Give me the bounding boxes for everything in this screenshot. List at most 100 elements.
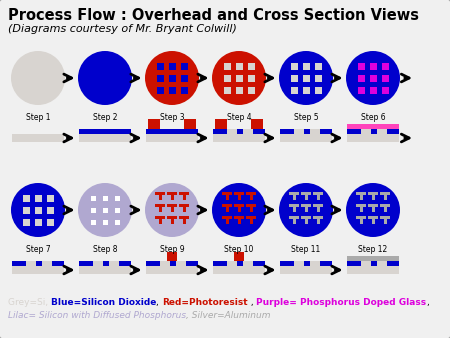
Bar — [305, 205, 307, 212]
Bar — [380, 204, 390, 207]
Bar — [90, 219, 95, 224]
Bar — [315, 74, 321, 81]
Bar — [114, 195, 120, 200]
Bar — [227, 129, 237, 134]
Bar — [168, 87, 176, 94]
Bar — [249, 217, 252, 224]
Text: Step 1: Step 1 — [26, 113, 50, 122]
Bar — [155, 216, 165, 218]
Bar — [146, 134, 198, 142]
Bar — [12, 266, 64, 274]
Bar — [22, 207, 30, 214]
Bar — [372, 205, 374, 212]
Circle shape — [145, 51, 199, 105]
Bar — [222, 204, 232, 207]
Circle shape — [212, 183, 266, 237]
Bar — [183, 193, 185, 200]
Bar — [146, 266, 198, 274]
Bar — [316, 205, 319, 212]
Bar — [380, 192, 390, 194]
Bar — [302, 87, 310, 94]
Bar — [292, 217, 296, 224]
Bar — [22, 194, 30, 201]
Bar — [180, 63, 188, 70]
Bar — [280, 266, 332, 274]
Bar — [280, 261, 332, 266]
Text: Process Flow : Overhead and Cross Section Views: Process Flow : Overhead and Cross Sectio… — [8, 8, 419, 23]
Bar — [160, 261, 170, 266]
Bar — [313, 192, 323, 194]
Bar — [222, 192, 232, 194]
Bar — [168, 63, 176, 70]
Circle shape — [78, 51, 132, 105]
Bar — [372, 193, 374, 200]
Bar — [246, 216, 256, 218]
Bar — [356, 192, 366, 194]
Bar — [224, 87, 230, 94]
Bar — [305, 193, 307, 200]
Bar — [361, 129, 371, 134]
Text: Step 7: Step 7 — [26, 245, 50, 254]
Bar — [79, 266, 131, 274]
Text: Step 5: Step 5 — [294, 113, 318, 122]
Bar — [377, 129, 387, 134]
Bar — [35, 218, 41, 225]
Bar — [248, 87, 255, 94]
Text: Step 8: Step 8 — [93, 245, 117, 254]
Bar — [235, 74, 243, 81]
Bar — [243, 261, 253, 266]
Bar — [368, 216, 378, 218]
Bar — [357, 74, 364, 81]
Bar — [42, 261, 52, 266]
Circle shape — [346, 183, 400, 237]
Bar — [93, 261, 103, 266]
Bar — [167, 192, 177, 194]
Bar — [167, 252, 177, 261]
Bar — [291, 74, 297, 81]
Bar — [176, 261, 186, 266]
Bar — [356, 204, 366, 207]
Bar — [103, 195, 108, 200]
Bar — [234, 252, 244, 261]
Bar — [368, 204, 378, 207]
Bar — [180, 87, 188, 94]
Circle shape — [212, 51, 266, 105]
Bar — [280, 129, 332, 134]
Bar — [90, 195, 95, 200]
Bar — [225, 193, 229, 200]
Bar — [148, 119, 160, 129]
Bar — [292, 193, 296, 200]
Bar — [302, 74, 310, 81]
Bar — [369, 63, 377, 70]
Text: (Diagrams courtesy of Mr. Bryant Colwill): (Diagrams courtesy of Mr. Bryant Colwill… — [8, 24, 237, 34]
Bar — [361, 261, 371, 266]
Bar — [167, 216, 177, 218]
Bar — [183, 205, 185, 212]
Text: Purple= Phosphorus Doped Glass: Purple= Phosphorus Doped Glass — [256, 298, 426, 307]
Bar — [383, 205, 387, 212]
Bar — [294, 261, 304, 266]
Bar — [146, 129, 198, 134]
Text: Step 6: Step 6 — [361, 113, 385, 122]
Bar — [289, 192, 299, 194]
Bar — [301, 204, 311, 207]
Bar — [246, 192, 256, 194]
Bar — [347, 256, 399, 261]
Bar — [157, 74, 163, 81]
Bar — [157, 63, 163, 70]
Bar — [167, 204, 177, 207]
Bar — [382, 74, 388, 81]
Bar — [347, 134, 399, 142]
Bar — [357, 63, 364, 70]
Text: Step 3: Step 3 — [160, 113, 184, 122]
Bar — [171, 217, 174, 224]
Bar — [301, 216, 311, 218]
Text: Step 9: Step 9 — [160, 245, 184, 254]
Bar — [79, 261, 131, 266]
Bar — [234, 216, 244, 218]
Bar — [179, 216, 189, 218]
Bar — [90, 208, 95, 213]
Bar — [46, 194, 54, 201]
Bar — [234, 204, 244, 207]
Bar — [171, 205, 174, 212]
